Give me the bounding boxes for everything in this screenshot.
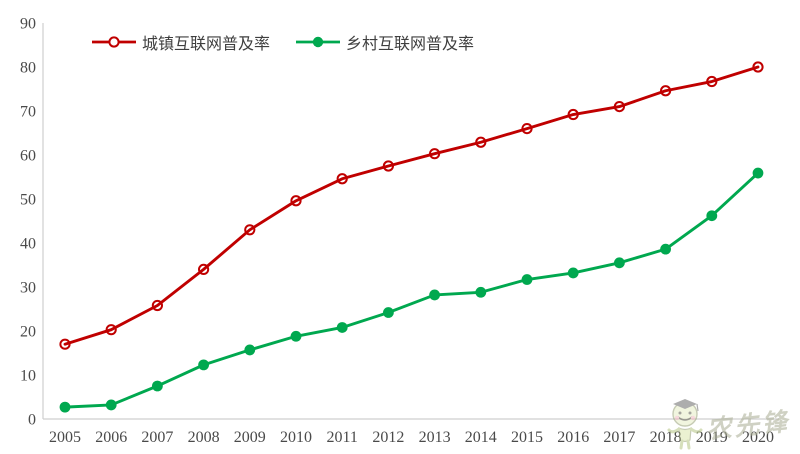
- series-line-urban: [63, 65, 760, 346]
- y-tick-label: 0: [28, 412, 36, 429]
- x-tick-label: 2005: [49, 429, 81, 446]
- data-point-rural: [521, 274, 533, 285]
- data-point-rural: [244, 344, 256, 356]
- data-point-rural: [105, 399, 117, 411]
- legend-label-urban: 城镇互联网普及率: [142, 36, 271, 53]
- x-tick-label: 2010: [280, 429, 312, 446]
- y-tick-label: 80: [20, 60, 36, 77]
- data-point-rural: [706, 210, 718, 222]
- y-tick-label: 20: [20, 324, 36, 341]
- y-tick-label: 90: [20, 16, 36, 33]
- data-point-urban: [752, 61, 764, 73]
- legend-item-rural: 乡村互联网普及率: [296, 30, 474, 54]
- y-tick-label: 70: [20, 104, 36, 121]
- x-tick-label: 2012: [372, 429, 404, 446]
- data-point-rural: [614, 257, 625, 269]
- series-line-rural: [63, 171, 760, 409]
- rural-filled-circle-marker-icon: [296, 36, 341, 48]
- legend-label-rural: 乡村互联网普及率: [346, 36, 475, 53]
- data-point-urban: [429, 148, 441, 160]
- data-point-urban: [198, 263, 210, 275]
- x-tick-label: 2019: [696, 429, 728, 446]
- data-point-urban: [613, 101, 626, 113]
- data-point-urban: [475, 136, 487, 148]
- data-point-urban: [59, 338, 71, 350]
- y-tick-label: 10: [20, 368, 36, 385]
- data-point-urban: [660, 85, 672, 97]
- data-point-urban: [290, 195, 302, 207]
- y-tick-label: 60: [20, 148, 36, 165]
- x-tick-label: 2013: [419, 429, 451, 446]
- data-point-urban: [244, 224, 256, 236]
- y-tick-label: 40: [20, 236, 36, 253]
- data-point-rural: [152, 380, 163, 392]
- data-point-rural: [475, 286, 487, 298]
- x-tick-label: 2011: [326, 429, 357, 446]
- x-tick-label: 2016: [557, 429, 589, 446]
- x-tick-label: 2014: [465, 429, 497, 446]
- legend-item-urban: 城镇互联网普及率: [92, 30, 270, 54]
- data-point-urban: [567, 108, 579, 121]
- x-tick-label: 2017: [603, 429, 635, 446]
- data-point-rural: [59, 401, 71, 413]
- x-tick-label: 2007: [141, 429, 173, 446]
- data-point-urban: [521, 123, 533, 135]
- x-tick-label: 2018: [650, 429, 682, 446]
- data-point-urban: [382, 160, 394, 172]
- y-tick-label: 30: [20, 280, 36, 297]
- data-point-rural: [383, 307, 394, 318]
- x-tick-label: 2009: [234, 429, 266, 446]
- data-point-rural: [752, 167, 764, 179]
- data-point-rural: [290, 330, 302, 342]
- x-tick-label: 2008: [188, 429, 220, 446]
- legend: 城镇互联网普及率 乡村互联网普及率: [92, 30, 474, 54]
- data-point-rural: [567, 267, 579, 279]
- urban-open-circle-marker-icon: [92, 36, 136, 48]
- data-point-urban: [706, 75, 718, 88]
- data-point-rural: [336, 322, 348, 333]
- data-point-urban: [336, 173, 348, 185]
- y-tick-label: 50: [20, 192, 36, 209]
- x-tick-label: 2020: [742, 429, 774, 446]
- data-point-urban: [105, 324, 117, 336]
- data-point-rural: [198, 359, 210, 371]
- data-point-urban: [151, 299, 163, 312]
- data-point-rural: [429, 289, 440, 301]
- data-point-rural: [660, 243, 671, 255]
- x-tick-label: 2015: [511, 429, 543, 446]
- x-tick-label: 2006: [95, 429, 127, 446]
